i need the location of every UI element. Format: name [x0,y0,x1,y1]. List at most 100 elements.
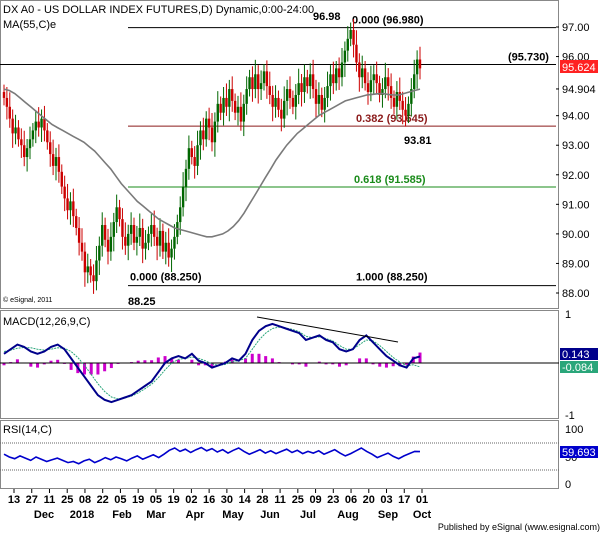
candle-body [63,186,66,199]
fib-level-label: 0.000 (96.980) [352,15,424,27]
price-tick-label: 97.00 [562,22,590,34]
price-tick-label: 93.00 [562,140,590,152]
x-tick-label: 20 [363,494,375,506]
candle-body [8,106,11,119]
candle-body [115,207,118,223]
candle-body [20,139,23,146]
macd-histogram-bar [29,363,33,367]
candle-body [92,275,95,282]
candle-body [31,130,35,140]
rsi-panel-frame [0,420,559,489]
x-month-label: Mar [146,509,166,521]
x-month-label: Sep [378,509,398,521]
signal-value: -0.084 [562,362,593,374]
candle-body [271,94,274,107]
candle-body [352,29,355,45]
macd-histogram-bar [109,363,113,369]
price-tick-label: 94.904 [562,84,596,96]
candle-body [213,121,217,143]
rsi-label: RSI(14,C) [3,424,52,436]
candle-body [288,89,292,98]
macd-histogram-bar [250,353,254,363]
x-tick-label: 08 [79,494,91,506]
macd-histogram-bar [156,357,160,363]
x-tick-label: 11 [44,494,56,506]
candle-body [77,227,81,243]
macd-histogram-bar [163,356,167,363]
macd-histogram-bar [36,363,40,368]
x-tick-label: 05 [150,494,162,506]
x-month-label: Dec [34,509,54,521]
candle-body [72,201,75,217]
signal-value-badge [560,361,598,373]
candle-body [95,260,98,282]
candle-body [401,100,404,110]
candle-body [239,106,243,122]
macd-tick-top: 1 [565,309,571,321]
low-annotation: 88.25 [128,296,156,308]
rsi-tick-100: 100 [565,424,583,436]
candle-body [150,225,153,234]
candle-body [129,225,133,234]
candle-body [25,148,29,158]
macd-histogram-bar [2,363,6,366]
candle-body [193,157,196,166]
price-tick-label: 90.00 [562,229,590,241]
candle-body [372,74,375,81]
candle-body [40,118,43,128]
candle-body [80,242,84,252]
macd-histogram-bar [405,363,409,365]
candle-body [57,157,61,172]
candle-body [210,127,214,143]
candle-body [98,245,101,261]
candle-body [228,89,231,107]
x-tick-label: 27 [26,494,38,506]
candle-body [332,74,335,84]
chart-title: DX A0 - US DOLLAR INDEX FUTURES,D) Dynam… [3,4,314,16]
last-price-badge [560,60,598,73]
candle-body [395,92,399,107]
macd-histogram-bar [49,360,53,363]
high-annotation: 96.98 [313,11,341,23]
candle-body [34,121,37,131]
candle-body [196,145,199,166]
x-tick-label: 05 [114,494,126,506]
fibonacci-lines: 0.000 (96.980) (95.730) 0.382 (93.645) 0.61… [0,15,556,287]
candle-body [407,103,410,116]
price-axis-ticks: 97.0096.0094.90494.0093.0092.0091.0090.0… [556,22,596,300]
candle-body [311,74,315,90]
candle-body [309,74,312,87]
x-tick-label: 22 [97,494,109,506]
candle-body [413,74,416,90]
macd-histogram-bar [15,359,19,363]
candle-body [323,97,326,110]
macd-divergence-trendline [256,316,399,343]
candle-body [75,216,78,228]
candle-body [375,74,378,84]
macd-histogram-bar [418,352,422,363]
candle-body [355,44,358,63]
candle-body [231,89,234,101]
candle-body [268,86,271,95]
candle-body [170,248,173,258]
candle-body [314,89,318,104]
macd-histogram-bar [257,353,261,363]
candle-body [164,242,167,252]
axis-column [559,0,600,490]
candle-body [199,130,202,146]
candle-body [46,130,49,143]
candle-body [398,92,401,101]
candle-body [392,97,396,107]
candle-body [216,103,219,122]
candle-body [190,148,193,158]
x-tick-label: 16 [203,494,215,506]
macd-histogram-bar [364,358,368,363]
candle-body [153,225,156,237]
candle-body [415,59,419,75]
candle-body [389,86,393,98]
price-tick-label: 91.00 [562,199,590,211]
macd-panel-frame [0,310,559,419]
candle-body [112,222,115,237]
candle-body [320,94,323,110]
candle-body [262,71,266,84]
